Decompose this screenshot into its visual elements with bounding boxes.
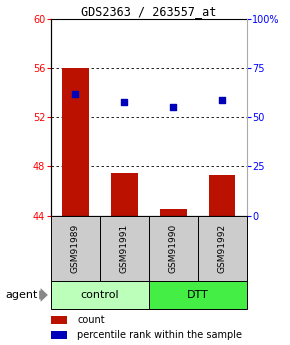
Text: count: count — [77, 315, 105, 325]
Text: GSM91992: GSM91992 — [218, 224, 226, 273]
Bar — [148, 281, 246, 309]
Point — [122, 99, 126, 104]
Text: DTT: DTT — [187, 290, 209, 300]
Bar — [62, 68, 89, 216]
Text: GSM91991: GSM91991 — [120, 224, 129, 273]
Point — [73, 91, 77, 97]
Title: GDS2363 / 263557_at: GDS2363 / 263557_at — [81, 5, 216, 18]
Bar — [51, 216, 100, 281]
Bar — [197, 216, 246, 281]
Text: percentile rank within the sample: percentile rank within the sample — [77, 330, 242, 340]
Bar — [51, 316, 68, 324]
Point — [220, 97, 224, 102]
Text: GSM91990: GSM91990 — [168, 224, 177, 273]
Bar — [51, 331, 68, 339]
Text: agent: agent — [6, 290, 38, 300]
Text: GSM91989: GSM91989 — [71, 224, 80, 273]
Bar — [209, 175, 235, 216]
Bar — [100, 216, 148, 281]
Text: control: control — [80, 290, 119, 300]
Point — [171, 105, 175, 110]
Bar — [51, 281, 148, 309]
Bar — [160, 209, 186, 216]
Bar — [148, 216, 197, 281]
Bar — [111, 172, 138, 216]
